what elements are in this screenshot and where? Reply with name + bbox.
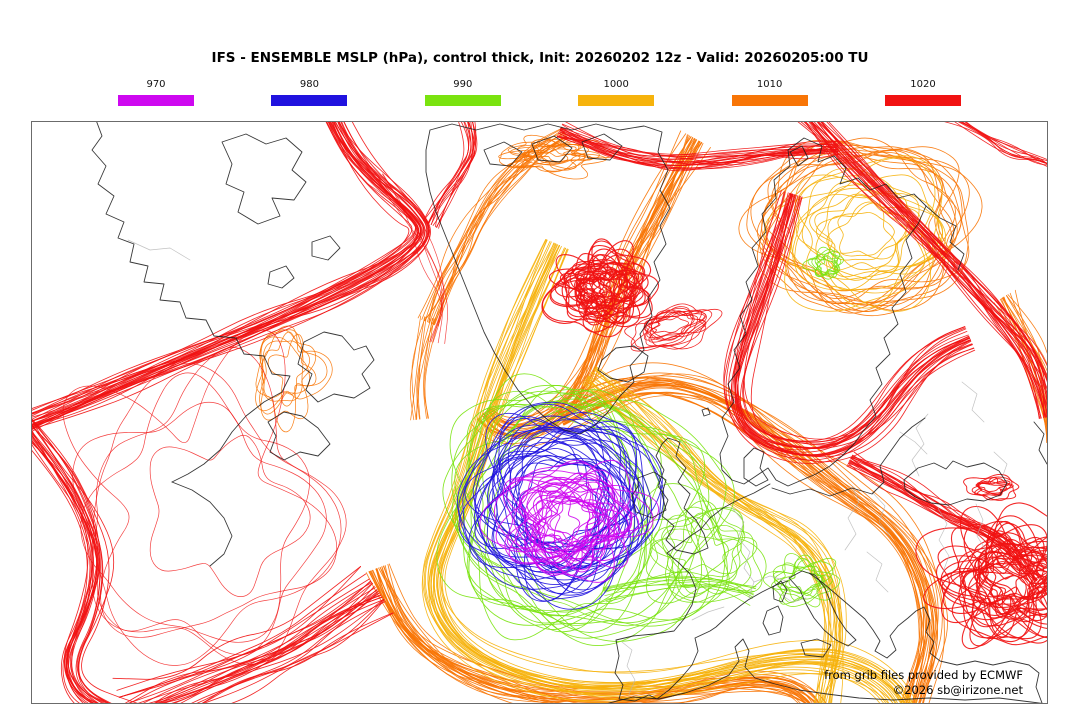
legend-swatch bbox=[118, 95, 194, 106]
legend-item-980: 980 bbox=[271, 79, 348, 106]
legend-label: 970 bbox=[146, 79, 166, 90]
map-frame: from grib files provided by ECMWF ©2026 … bbox=[31, 121, 1048, 704]
legend-item-970: 970 bbox=[118, 79, 194, 106]
legend-item-990: 990 bbox=[424, 79, 501, 106]
legend-swatch bbox=[271, 95, 348, 106]
pressure-legend: 970 980 990 1000 1010 1020 bbox=[0, 79, 1080, 111]
legend-swatch bbox=[731, 95, 808, 106]
attribution-line2: ©2026 sb@irizone.net bbox=[892, 683, 1023, 697]
legend-swatch bbox=[424, 95, 501, 106]
map-svg bbox=[32, 122, 1047, 703]
legend-label: 1010 bbox=[756, 79, 783, 90]
legend-label: 980 bbox=[299, 79, 319, 90]
attribution: from grib files provided by ECMWF ©2026 … bbox=[824, 668, 1023, 698]
chart-title: IFS - ENSEMBLE MSLP (hPa), control thick… bbox=[211, 50, 869, 66]
coastlines-layer bbox=[91, 122, 1047, 703]
legend-swatch bbox=[578, 95, 655, 106]
legend-item-1020: 1020 bbox=[885, 79, 961, 106]
attribution-line1: from grib files provided by ECMWF bbox=[824, 668, 1023, 682]
legend-swatch bbox=[885, 95, 961, 106]
legend-label: 990 bbox=[453, 79, 473, 90]
legend-item-1000: 1000 bbox=[578, 79, 655, 106]
legend-label: 1020 bbox=[910, 79, 936, 90]
legend-label: 1000 bbox=[603, 79, 629, 90]
legend-item-1010: 1010 bbox=[731, 79, 808, 106]
